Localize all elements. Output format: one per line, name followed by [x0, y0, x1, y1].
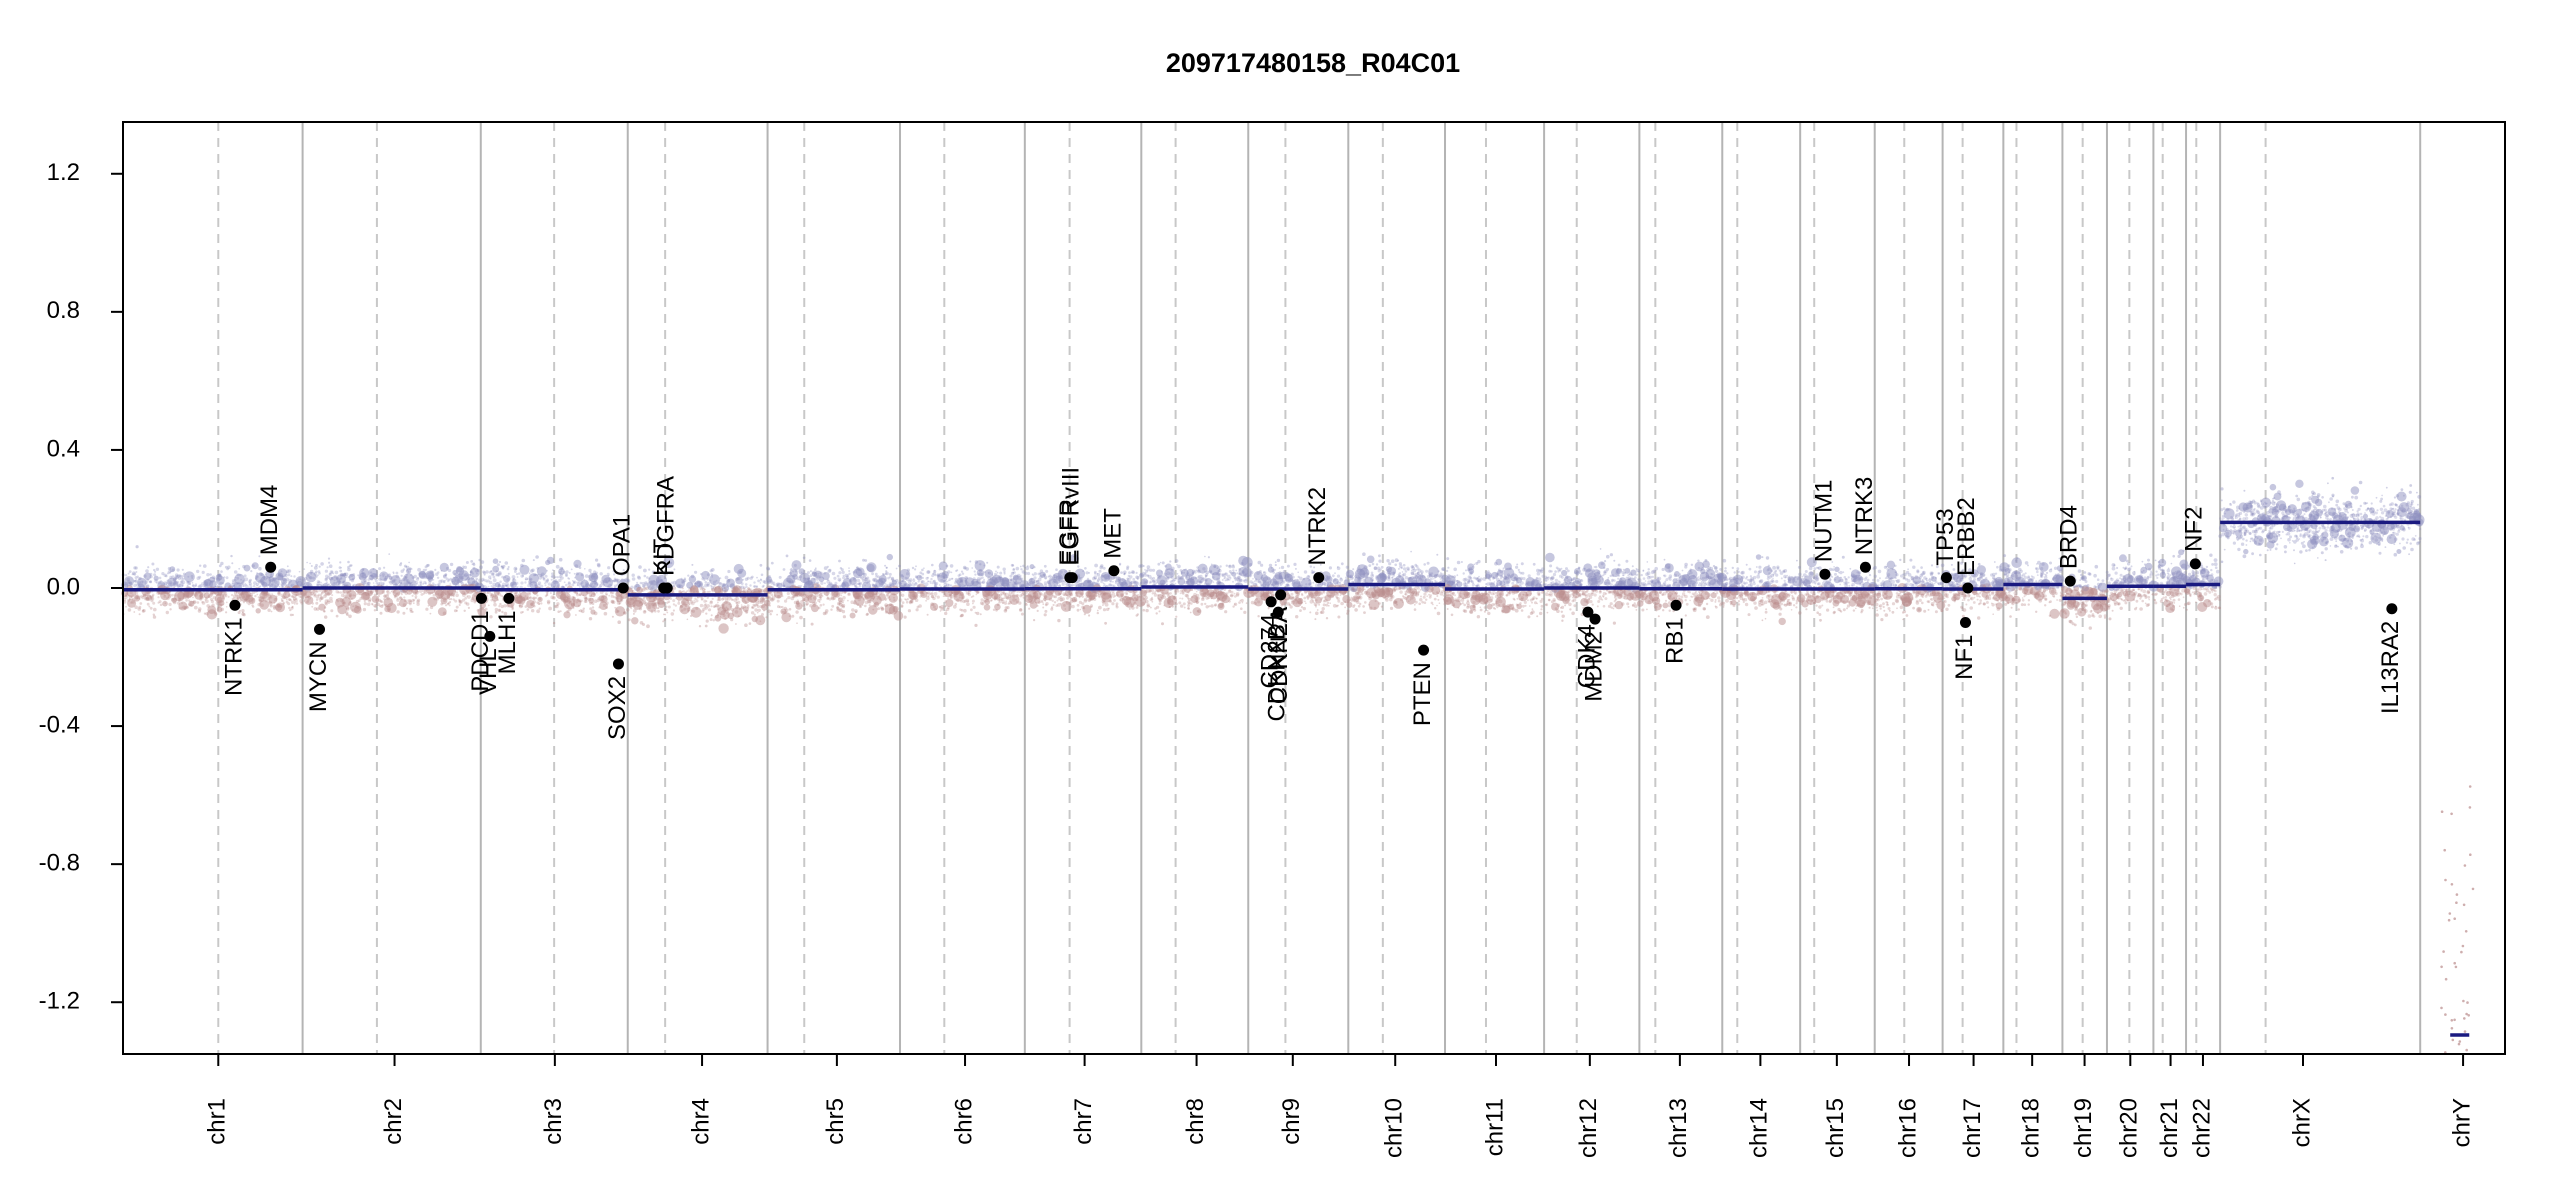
- gene-point: [475, 592, 487, 604]
- x-tick-label: chr18: [2018, 1098, 2045, 1158]
- y-axis: -1.2 -0.8 -0.4 0.0 0.4 0.8 1.2: [39, 159, 124, 1015]
- gene-label: CDKN2A: [1266, 607, 1293, 704]
- gene-label: NF1: [1951, 635, 1978, 680]
- x-tick-label: chr1: [204, 1098, 231, 1145]
- gene-label: MDM2: [1580, 631, 1607, 702]
- x-tick-label: chr17: [1959, 1098, 1986, 1158]
- gene-label: EGFR: [1055, 499, 1082, 566]
- gene-label: MDM4: [256, 485, 283, 556]
- x-tick-label: chr13: [1665, 1098, 1692, 1158]
- gene-label: ERBB2: [1953, 497, 1980, 576]
- x-axis: chr1 chr2 chr3 chr4 chr5 chr6 chr7 chr8 chr9 chr1…: [204, 1054, 2475, 1158]
- gene-label: NTRK1: [220, 617, 247, 696]
- gene-label: NUTM1: [1810, 480, 1837, 563]
- x-tick-label: chr22: [2188, 1098, 2215, 1158]
- x-tick-label: chr7: [1070, 1098, 1097, 1145]
- gene-label: NTRK3: [1851, 477, 1878, 556]
- gene-point: [1582, 606, 1594, 618]
- gene-label: RB1: [1661, 617, 1688, 664]
- gene-point: [1418, 644, 1430, 656]
- gene-point: [1940, 572, 1952, 584]
- x-tick-label: chr10: [1381, 1098, 1408, 1158]
- gene-label: PTEN: [1409, 662, 1436, 726]
- gene-label: TP53: [1932, 508, 1959, 565]
- gene-label: VHL: [475, 648, 502, 695]
- gene-point: [1108, 565, 1120, 577]
- gene-label: PDCD1: [467, 610, 494, 691]
- x-tick-label: chr11: [1481, 1098, 1508, 1156]
- y-tick-label: 0.4: [47, 435, 80, 462]
- x-tick-label: chr5: [822, 1098, 849, 1145]
- x-tick-label: chr4: [687, 1098, 714, 1145]
- x-tick-label: chrX: [2288, 1098, 2315, 1147]
- x-tick-label: chr19: [2070, 1098, 2097, 1158]
- gene-label: MLH1: [494, 610, 521, 674]
- segment-lines: [123, 520, 2470, 1037]
- gene-point: [612, 658, 624, 670]
- gene-label: SOX2: [604, 676, 631, 740]
- gene-point: [503, 592, 515, 604]
- gene-label: CDK4: [1573, 624, 1600, 688]
- x-tick-label: chr3: [540, 1098, 567, 1145]
- x-tick-label: chr6: [950, 1098, 977, 1145]
- gene-label: CD274: [1256, 614, 1283, 689]
- gene-point: [1313, 572, 1325, 584]
- x-tick-label: chr16: [1894, 1098, 1921, 1158]
- gene-label: MYCN: [305, 641, 332, 712]
- gene-label: EGFRvIII: [1058, 467, 1085, 566]
- y-tick-label: -1.2: [39, 988, 80, 1015]
- gene-point: [484, 630, 496, 642]
- gene-point: [265, 561, 277, 573]
- gene-point: [229, 599, 241, 611]
- y-tick-label: 0.0: [47, 573, 80, 600]
- gene-label: MET: [1099, 508, 1126, 559]
- x-tick-label: chr9: [1278, 1098, 1305, 1145]
- chart-title: 209717480158_R04C01: [1166, 48, 1460, 78]
- x-tick-label: chr20: [2116, 1098, 2143, 1158]
- probe-points: [121, 476, 2475, 1054]
- gene-point: [1589, 613, 1601, 625]
- gene-label: KIT: [649, 538, 676, 576]
- gene-point: [617, 582, 629, 594]
- gene-point: [2064, 575, 2076, 587]
- gene-point: [314, 623, 326, 635]
- gene-label: NF2: [2181, 506, 2208, 551]
- gene-point: [1670, 599, 1682, 611]
- y-tick-label: -0.4: [39, 711, 80, 738]
- gene-point: [1859, 561, 1871, 573]
- y-tick-label: -0.8: [39, 849, 80, 876]
- gene-point: [1265, 596, 1277, 608]
- gene-point: [1275, 589, 1287, 601]
- x-tick-label: chrY: [2448, 1098, 2475, 1147]
- gene-label: CDKN2B: [1264, 624, 1291, 721]
- y-tick-label: 1.2: [47, 159, 80, 186]
- gene-label: NTRK2: [1304, 487, 1331, 566]
- x-tick-label: chr15: [1822, 1098, 1849, 1158]
- x-tick-label: chr2: [380, 1098, 407, 1145]
- gene-point: [1962, 582, 1974, 594]
- gene-point: [2189, 558, 2201, 570]
- gene-point: [1066, 572, 1078, 584]
- x-tick-label: chr14: [1746, 1098, 1773, 1158]
- x-tick-label: chr12: [1575, 1098, 1602, 1158]
- y-tick-label: 0.8: [47, 297, 80, 324]
- gene-point: [1959, 617, 1971, 629]
- gene-point: [661, 582, 673, 594]
- gene-point: [1272, 606, 1284, 618]
- gene-label: PDGFRA: [653, 476, 680, 576]
- gene-label: IL13RA2: [2377, 621, 2404, 714]
- gene-label: OPA1: [609, 514, 636, 576]
- x-tick-label: chr21: [2156, 1098, 2183, 1158]
- gene-point: [1819, 568, 1831, 580]
- gene-label: BRD4: [2056, 505, 2083, 569]
- x-tick-label: chr8: [1182, 1098, 1209, 1145]
- gene-point: [2386, 603, 2398, 615]
